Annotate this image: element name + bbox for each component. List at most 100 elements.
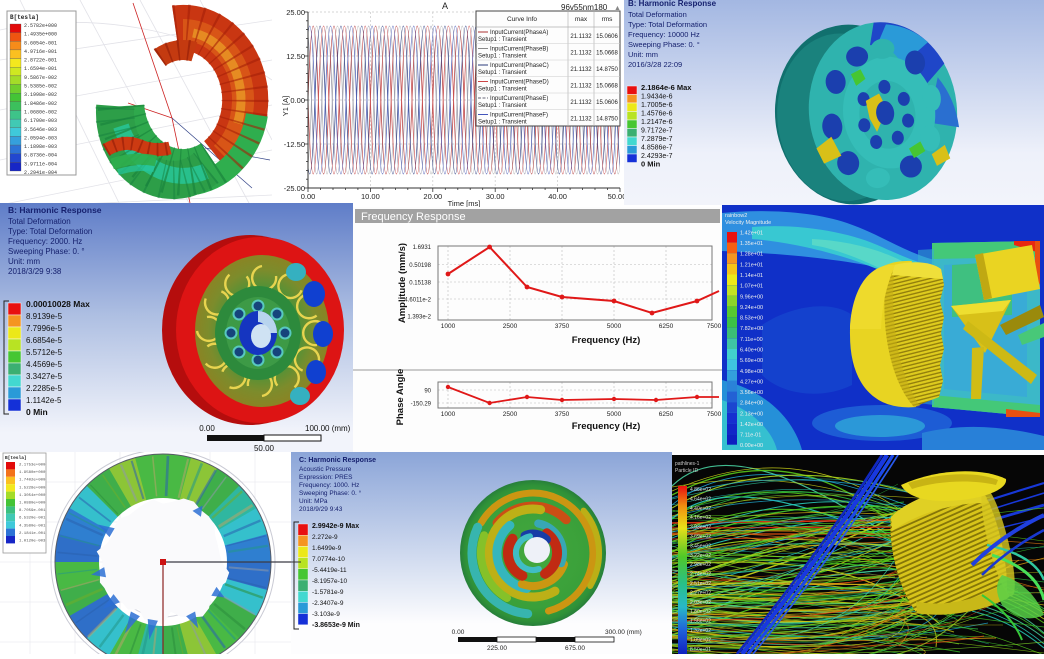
svg-text:21.1132: 21.1132 — [570, 51, 592, 57]
svg-text:3.45e+02: 3.45e+02 — [690, 543, 711, 549]
svg-text:Sweeping Phase: 0. °: Sweeping Phase: 0. ° — [628, 40, 700, 49]
svg-text:6250: 6250 — [659, 323, 674, 330]
svg-text:6.8736e-004: 6.8736e-004 — [24, 153, 57, 159]
svg-text:4.8586e-7: 4.8586e-7 — [641, 145, 673, 152]
svg-text:1.0120e-003: 1.0120e-003 — [19, 540, 46, 544]
svg-text:2.98e+02: 2.98e+02 — [690, 562, 711, 568]
svg-text:1.0680e-002: 1.0680e-002 — [24, 110, 57, 116]
svg-text:1.07e+01: 1.07e+01 — [740, 284, 763, 290]
svg-text:3.3427e-5: 3.3427e-5 — [26, 372, 63, 381]
svg-text:2.13e+00: 2.13e+00 — [740, 411, 763, 417]
svg-text:0 Min: 0 Min — [641, 160, 661, 169]
svg-text:2500: 2500 — [503, 411, 518, 418]
svg-text:1.28e+01: 1.28e+01 — [740, 252, 763, 258]
svg-text:Frequency (Hz): Frequency (Hz) — [572, 335, 641, 346]
svg-text:Unit: mm: Unit: mm — [8, 257, 40, 266]
svg-text:3.1998e-002: 3.1998e-002 — [24, 92, 57, 98]
svg-text:7500: 7500 — [707, 411, 722, 418]
svg-text:Total Deformation: Total Deformation — [628, 10, 687, 19]
svg-text:2.1864e-6 Max: 2.1864e-6 Max — [641, 83, 692, 92]
svg-text:7500: 7500 — [707, 323, 722, 330]
svg-text:25.00: 25.00 — [286, 8, 305, 17]
svg-text:21.1132: 21.1132 — [570, 117, 592, 123]
svg-text:1.6499e-9: 1.6499e-9 — [312, 545, 342, 552]
svg-text:5.5385e-002: 5.5385e-002 — [24, 84, 57, 90]
svg-text:0.50198: 0.50198 — [409, 263, 431, 269]
svg-text:5000: 5000 — [607, 323, 622, 330]
svg-text:Curve Info: Curve Info — [507, 16, 537, 23]
svg-text:7.7996e-5: 7.7996e-5 — [26, 324, 63, 333]
svg-text:1.14e+01: 1.14e+01 — [740, 273, 763, 279]
svg-text:2.0594e-003: 2.0594e-003 — [24, 135, 57, 141]
svg-text:2.8722e-001: 2.8722e-001 — [24, 58, 57, 64]
svg-text:2.272e-9: 2.272e-9 — [312, 534, 338, 541]
svg-text:5.5712e-5: 5.5712e-5 — [26, 348, 63, 357]
svg-text:6250: 6250 — [659, 411, 674, 418]
svg-text:2.03e+02: 2.03e+02 — [690, 600, 711, 606]
svg-text:10.00: 10.00 — [361, 192, 380, 201]
svg-text:15.0668: 15.0668 — [596, 84, 618, 90]
svg-text:Setup1 : Transient: Setup1 : Transient — [478, 87, 527, 93]
svg-text:2.1841e-001: 2.1841e-001 — [19, 532, 46, 536]
svg-text:InputCurrent(PhaseD): InputCurrent(PhaseD) — [490, 80, 549, 86]
svg-text:-2.3407e-9: -2.3407e-9 — [312, 600, 344, 607]
svg-text:Setup1 : Transient: Setup1 : Transient — [478, 54, 527, 60]
svg-text:14.8750: 14.8750 — [596, 67, 618, 73]
svg-text:4.64e+02: 4.64e+02 — [690, 496, 711, 502]
svg-text:96v55nm180: 96v55nm180 — [561, 3, 608, 12]
svg-text:2.51e+02: 2.51e+02 — [690, 581, 711, 587]
svg-text:4.40e+02: 4.40e+02 — [690, 506, 711, 512]
svg-text:rainbow2: rainbow2 — [725, 213, 747, 219]
svg-text:2.4293e-7: 2.4293e-7 — [641, 153, 673, 160]
svg-text:A: A — [442, 1, 448, 11]
svg-text:4.4569e-5: 4.4569e-5 — [26, 360, 63, 369]
svg-text:-8.1957e-10: -8.1957e-10 — [312, 578, 347, 585]
svg-text:1.1142e-5: 1.1142e-5 — [26, 396, 62, 405]
svg-text:C: Harmonic Response: C: Harmonic Response — [299, 457, 376, 464]
svg-text:21.1132: 21.1132 — [570, 34, 592, 40]
svg-text:7.0774e-10: 7.0774e-10 — [312, 556, 345, 563]
svg-text:B: Harmonic Response: B: Harmonic Response — [628, 0, 717, 8]
svg-text:7.82e+00: 7.82e+00 — [740, 326, 763, 332]
svg-text:12.50: 12.50 — [286, 52, 305, 61]
svg-text:21.1132: 21.1132 — [570, 100, 592, 106]
svg-text:4.98e+00: 4.98e+00 — [740, 369, 763, 375]
svg-text:Unit: mm: Unit: mm — [628, 50, 658, 59]
svg-text:6.1700e-003: 6.1700e-003 — [24, 118, 57, 124]
svg-text:Sweeping Phase: 0. °: Sweeping Phase: 0. ° — [8, 247, 85, 256]
svg-text:Phase Angle: Phase Angle — [395, 369, 406, 426]
svg-text:50.00: 50.00 — [608, 192, 624, 201]
svg-text:3750: 3750 — [555, 323, 570, 330]
svg-text:InputCurrent(PhaseE): InputCurrent(PhaseE) — [490, 96, 548, 102]
svg-text:90: 90 — [424, 389, 431, 395]
svg-text:2.74e+02: 2.74e+02 — [690, 572, 711, 578]
svg-text:B: Harmonic Response: B: Harmonic Response — [8, 205, 102, 215]
svg-text:15.0606: 15.0606 — [596, 34, 618, 40]
svg-text:1.393e-2: 1.393e-2 — [407, 315, 431, 321]
svg-text:3.22e+02: 3.22e+02 — [690, 553, 711, 559]
svg-text:Unit: MPa: Unit: MPa — [299, 498, 328, 505]
svg-text:2.2941e-004: 2.2941e-004 — [24, 170, 57, 176]
svg-text:3.69e+02: 3.69e+02 — [690, 534, 711, 540]
svg-text:3.5646e-003: 3.5646e-003 — [24, 127, 57, 133]
svg-text:1.4576e-6: 1.4576e-6 — [641, 111, 673, 118]
svg-text:21.1132: 21.1132 — [570, 67, 592, 73]
svg-text:4.16e+02: 4.16e+02 — [690, 515, 711, 521]
svg-text:4.86e+02: 4.86e+02 — [690, 487, 711, 493]
svg-text:Setup1 : Transient: Setup1 : Transient — [478, 120, 527, 126]
svg-text:Y1 [A]: Y1 [A] — [281, 96, 290, 116]
svg-text:Total Deformation: Total Deformation — [8, 217, 71, 226]
svg-text:5000: 5000 — [607, 411, 622, 418]
svg-text:225.00: 225.00 — [487, 645, 507, 652]
svg-text:B[tesla]: B[tesla] — [10, 14, 39, 21]
svg-text:2.84e+00: 2.84e+00 — [740, 401, 763, 407]
svg-text:50.00: 50.00 — [254, 444, 275, 453]
svg-text:4.27e+00: 4.27e+00 — [740, 379, 763, 385]
svg-text:1.8486e-002: 1.8486e-002 — [24, 101, 57, 107]
svg-text:1.0880e+000: 1.0880e+000 — [19, 502, 46, 506]
svg-text:1.4935e+000: 1.4935e+000 — [24, 32, 57, 38]
svg-text:2018/3/29 9:38: 2018/3/29 9:38 — [8, 267, 62, 276]
svg-text:2500: 2500 — [503, 323, 518, 330]
svg-text:InputCurrent(PhaseF): InputCurrent(PhaseF) — [490, 113, 548, 119]
svg-text:Frequency Response: Frequency Response — [361, 211, 466, 223]
